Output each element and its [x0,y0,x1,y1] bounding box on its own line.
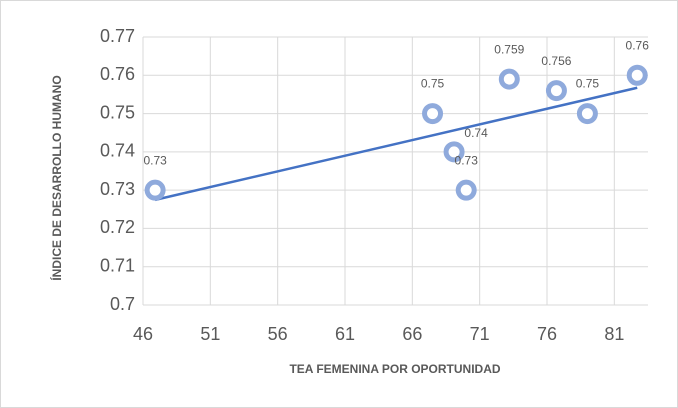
x-tick-label: 81 [604,324,624,344]
point [626,64,648,86]
data-label: 0.75 [576,77,600,91]
x-tick-label: 66 [402,324,422,344]
data-label: 0.73 [455,153,479,167]
y-tick-label: 0.73 [100,179,135,199]
y-tick-label: 0.74 [100,141,135,161]
trendline [154,86,638,202]
point [422,103,444,125]
point [498,68,520,90]
y-tick-label: 0.77 [100,26,135,46]
point [144,179,166,201]
y-axis-title: ÍNDICE DE DESARROLLO HUMANO [49,75,64,280]
data-label: 0.756 [541,54,571,68]
point [455,179,477,201]
point [443,141,465,163]
y-tick-label: 0.75 [100,102,135,122]
data-label: 0.73 [143,153,167,167]
x-tick-label: 71 [470,324,490,344]
y-tick-label: 0.72 [100,217,135,237]
x-tick-label: 61 [335,324,355,344]
x-tick-label: 56 [268,324,288,344]
y-tick-label: 0.71 [100,255,135,275]
data-label: 0.759 [494,42,524,56]
point [576,103,598,125]
point [545,80,567,102]
data-label: 0.76 [626,38,650,52]
y-tick-label: 0.76 [100,64,135,84]
data-label: 0.75 [421,77,445,91]
y-tick-label: 0.7 [110,294,135,314]
data-label: 0.74 [464,126,488,140]
x-tick-label: 46 [133,324,153,344]
x-axis-title: TEA FEMENINA POR OPORTUNIDAD [289,362,500,376]
x-tick-label: 51 [200,324,220,344]
x-tick-label: 76 [537,324,557,344]
